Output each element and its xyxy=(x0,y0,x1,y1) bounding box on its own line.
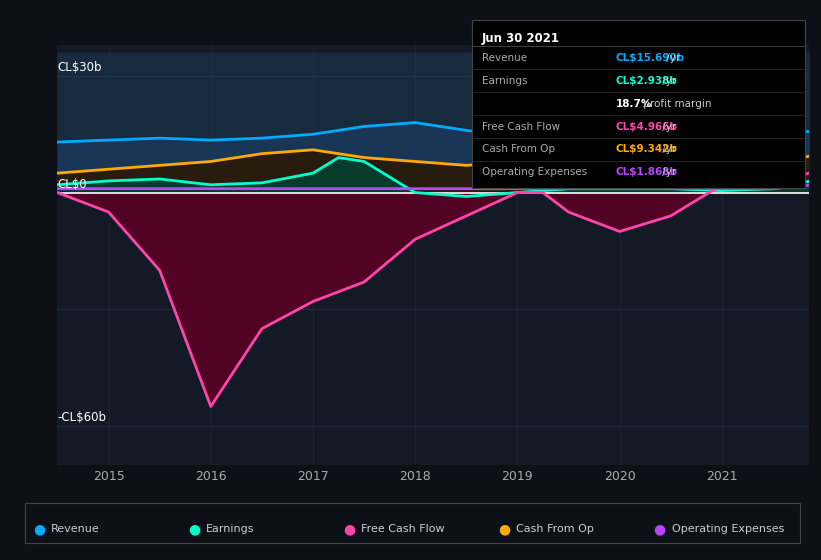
Text: CL$2.938b: CL$2.938b xyxy=(616,76,677,86)
Text: /yr: /yr xyxy=(658,122,676,132)
Text: Revenue: Revenue xyxy=(482,53,527,63)
Text: Free Cash Flow: Free Cash Flow xyxy=(482,122,560,132)
Text: Operating Expenses: Operating Expenses xyxy=(672,524,784,534)
Text: /yr: /yr xyxy=(658,76,676,86)
Text: Earnings: Earnings xyxy=(482,76,527,86)
Text: CL$30b: CL$30b xyxy=(57,61,102,74)
Text: Free Cash Flow: Free Cash Flow xyxy=(361,524,445,534)
Text: CL$4.966b: CL$4.966b xyxy=(616,122,678,132)
Text: Cash From Op: Cash From Op xyxy=(516,524,594,534)
Text: ●: ● xyxy=(188,522,200,536)
Text: ●: ● xyxy=(654,522,666,536)
Text: CL$15.690b: CL$15.690b xyxy=(616,53,685,63)
Text: Earnings: Earnings xyxy=(206,524,255,534)
Text: ●: ● xyxy=(343,522,355,536)
Text: ●: ● xyxy=(498,522,511,536)
Text: Cash From Op: Cash From Op xyxy=(482,144,555,155)
Text: /yr: /yr xyxy=(658,144,676,155)
Text: CL$1.868b: CL$1.868b xyxy=(616,167,678,178)
Text: profit margin: profit margin xyxy=(640,99,711,109)
Text: Jun 30 2021: Jun 30 2021 xyxy=(482,32,560,45)
Text: /yr: /yr xyxy=(658,167,676,178)
Text: CL$0: CL$0 xyxy=(57,178,87,190)
Text: -CL$60b: -CL$60b xyxy=(57,411,107,424)
Text: ●: ● xyxy=(33,522,45,536)
Text: Operating Expenses: Operating Expenses xyxy=(482,167,587,178)
Text: 18.7%: 18.7% xyxy=(616,99,652,109)
Text: Revenue: Revenue xyxy=(51,524,99,534)
Text: CL$9.342b: CL$9.342b xyxy=(616,144,678,155)
Text: /yr: /yr xyxy=(663,53,681,63)
